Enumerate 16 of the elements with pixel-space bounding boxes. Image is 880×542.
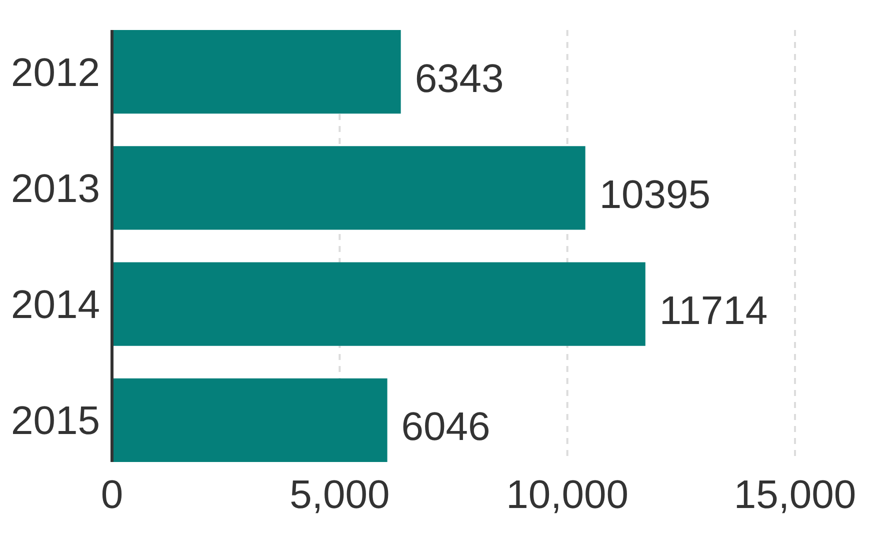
data-label: 6046 [401,405,490,450]
y-tick-label: 2013 [11,166,100,211]
x-tick-label: 10,000 [506,473,629,517]
bar [112,262,646,346]
data-label: 6343 [414,56,504,101]
bar [112,378,388,462]
bar [112,30,401,114]
bar [112,146,586,230]
data-label: 10395 [599,172,711,217]
x-tick-label: 15,000 [734,473,856,517]
y-tick-label: 2014 [11,283,100,328]
y-tick-label: 2015 [11,399,100,444]
x-tick-label: 5,000 [290,473,390,517]
data-label: 11714 [659,289,768,334]
y-tick-label: 2012 [11,50,100,95]
x-tick-label: 0 [100,473,124,517]
